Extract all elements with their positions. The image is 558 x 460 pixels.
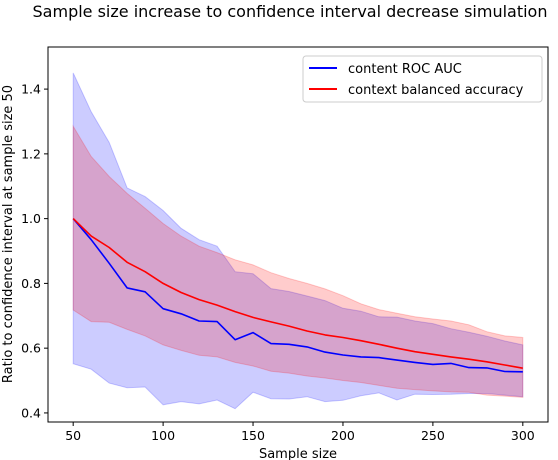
- y-tick-label: 1.4: [21, 82, 41, 97]
- y-axis-label: Ratio to confidence interval at sample s…: [1, 85, 16, 383]
- x-tick-label: 300: [511, 428, 535, 443]
- line-context-balanced-accuracy: [72, 218, 523, 369]
- x-tick-label: 200: [331, 428, 355, 443]
- x-axis-ticks: 50 100 150 200 250 300: [65, 422, 535, 443]
- y-axis-ticks: 0.4 0.6 0.8 1.0 1.2 1.4: [21, 82, 48, 420]
- y-tick-label: 1.0: [21, 211, 41, 226]
- legend-box: [302, 55, 543, 103]
- y-tick-label: 0.8: [21, 276, 41, 291]
- legend-label-content-roc-auc: content ROC AUC: [348, 62, 462, 77]
- x-tick-label: 50: [65, 428, 81, 443]
- y-tick-label: 1.2: [21, 146, 41, 161]
- series-lines: [72, 218, 523, 373]
- y-tick-label: 0.6: [21, 341, 41, 356]
- legend-label-context-balanced-accuracy: context balanced accuracy: [348, 83, 524, 98]
- y-tick-label: 0.4: [21, 405, 41, 420]
- x-tick-label: 100: [151, 428, 175, 443]
- band-context-balanced-accuracy: [72, 124, 524, 398]
- plot-frame: [47, 46, 549, 423]
- legend: content ROC AUC context balanced accurac…: [302, 55, 543, 103]
- x-axis-label: Sample size: [259, 447, 337, 460]
- x-tick-label: 150: [241, 428, 265, 443]
- line-content-roc-auc: [72, 218, 523, 373]
- confidence-bands: [72, 72, 524, 410]
- x-tick-label: 250: [421, 428, 445, 443]
- band-content-roc-auc: [72, 72, 524, 410]
- chart-title: Sample size increase to confidence inter…: [33, 2, 548, 21]
